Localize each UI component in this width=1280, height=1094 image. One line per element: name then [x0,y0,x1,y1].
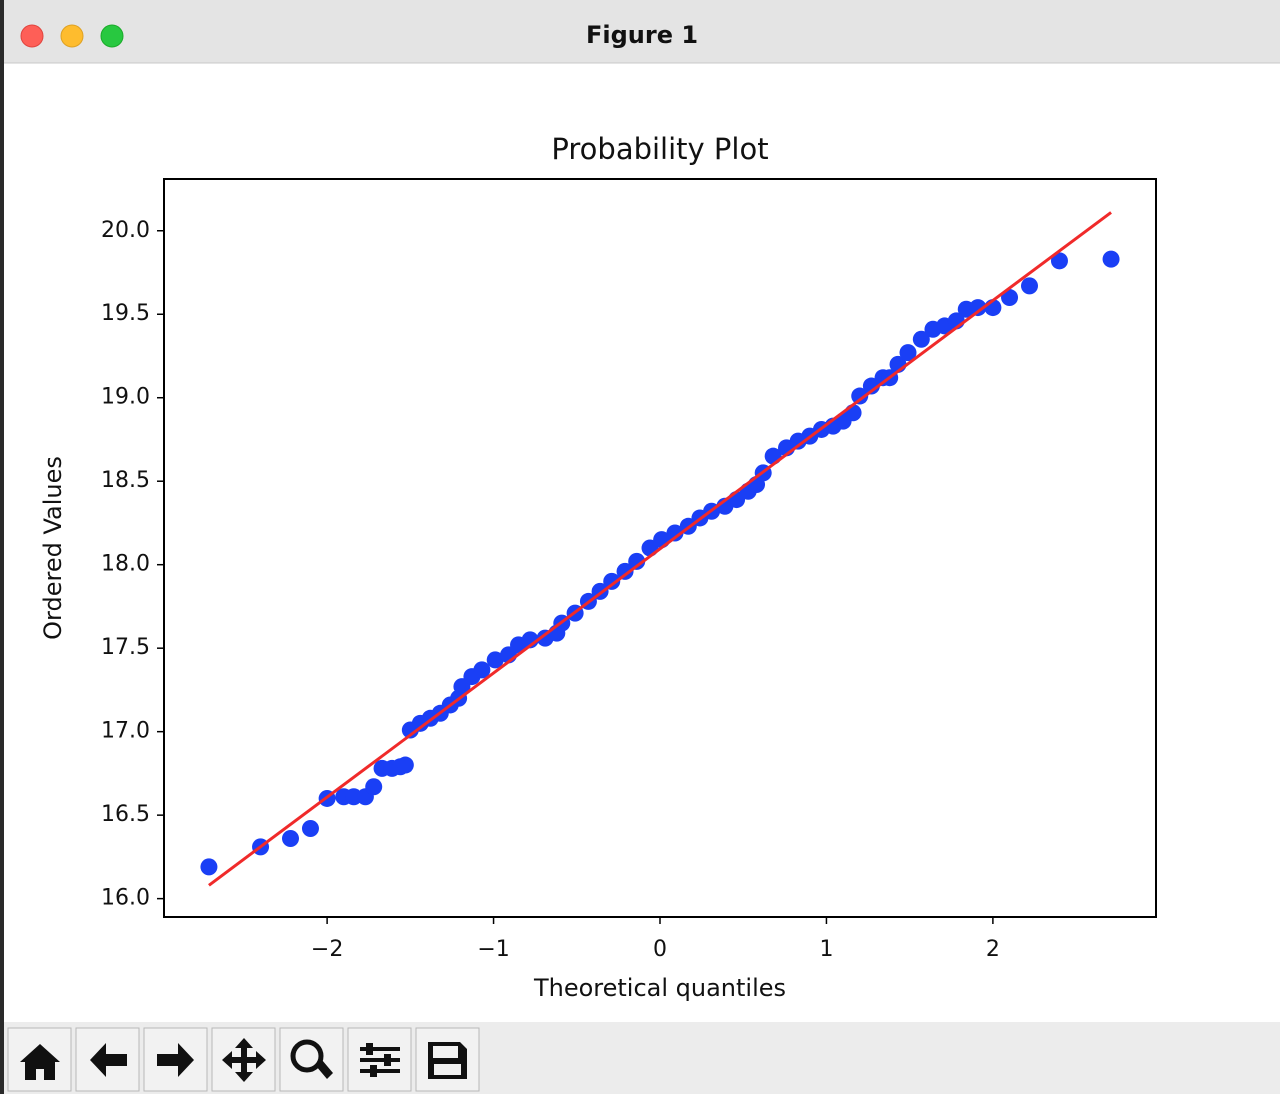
data-point [899,344,917,362]
y-tick-label: 19.0 [101,385,150,410]
data-point [844,404,862,422]
close-button[interactable] [20,24,44,48]
x-axis-label: Theoretical quantiles [533,974,786,1002]
axes-frame [163,178,1157,918]
title-bar [4,0,1280,63]
y-tick-label: 20.0 [101,218,150,243]
fit-line [208,211,1112,887]
data-point [1102,250,1120,268]
y-tick-label: 16.5 [101,802,150,827]
zoom-tool-button[interactable] [279,1027,344,1092]
data-point [1021,277,1039,295]
data-point [1050,252,1068,270]
chart-title: Probability Plot [551,132,768,166]
data-point [628,552,646,570]
y-tick-label: 16.0 [101,886,150,911]
x-tick-label: −1 [477,937,509,962]
data-point [396,756,414,774]
y-tick-label: 18.0 [101,552,150,577]
data-point [345,788,363,806]
window-title: Figure 1 [586,21,698,49]
forward-button[interactable] [143,1027,208,1092]
x-tick-label: −2 [311,937,343,962]
data-point [301,820,319,838]
data-point [666,524,684,542]
y-axis-label: Ordered Values [39,456,67,640]
data-point [851,387,869,405]
x-tick-label: 0 [653,937,667,962]
data-point [365,778,383,796]
data-point [1001,289,1019,307]
y-tick-label: 19.5 [101,301,150,326]
y-tick-label: 18.5 [101,468,150,493]
data-point [200,858,218,876]
minimize-button[interactable] [60,24,84,48]
back-button[interactable] [75,1027,140,1092]
configure-button[interactable] [347,1027,412,1092]
y-tick-label: 17.5 [101,635,150,660]
save-button[interactable] [415,1027,480,1092]
home-button[interactable] [7,1027,72,1092]
data-point [486,651,504,669]
data-point [616,562,634,580]
data-point [969,299,987,317]
zoom-button[interactable] [100,24,124,48]
x-tick-label: 1 [819,937,833,962]
data-point [912,330,930,348]
data-point [281,830,299,848]
pan-button[interactable] [211,1027,276,1092]
x-tick-label: 2 [986,937,1000,962]
data-point [473,661,491,679]
data-point [603,572,621,590]
y-tick-label: 17.0 [101,719,150,744]
